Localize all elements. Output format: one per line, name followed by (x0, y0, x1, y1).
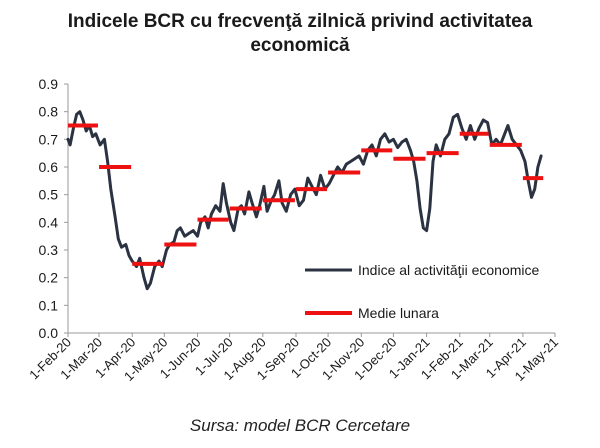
plot-area (66, 110, 544, 291)
y-tick-label: 0.6 (39, 159, 59, 175)
y-tick-label: 0.1 (39, 297, 59, 313)
legend: Indice al activităţii economice Medie lun… (305, 262, 540, 321)
y-tick-label: 0.4 (39, 214, 59, 230)
chart-title-line-2: economică (250, 35, 350, 56)
legend-label-activity-index: Indice al activităţii economice (358, 262, 540, 278)
y-axis: 0.0 0.1 0.2 0.3 0.4 0.5 0.6 0.7 0.8 0.9 (39, 76, 69, 341)
chart-title-line-1: Indicele BCR cu frecvenţă zilnică privin… (67, 11, 533, 32)
y-tick-label: 0.2 (39, 270, 59, 286)
legend-label-monthly-average: Medie lunara (358, 305, 439, 321)
y-tick-label: 0.3 (39, 242, 59, 258)
y-tick-label: 0.8 (39, 104, 59, 120)
y-tick-label: 0.0 (39, 325, 59, 341)
y-tick-label: 0.9 (39, 76, 59, 92)
chart-title: Indicele BCR cu frecvenţă zilnică privin… (0, 10, 600, 58)
y-tick-label: 0.7 (39, 131, 59, 147)
source-note: Sursa: model BCR Cercetare (189, 416, 411, 435)
x-axis: 1-Feb-201-Mar-201-Apr-201-May-201-Jun-20… (26, 332, 561, 384)
y-tick-label: 0.5 (39, 187, 59, 203)
